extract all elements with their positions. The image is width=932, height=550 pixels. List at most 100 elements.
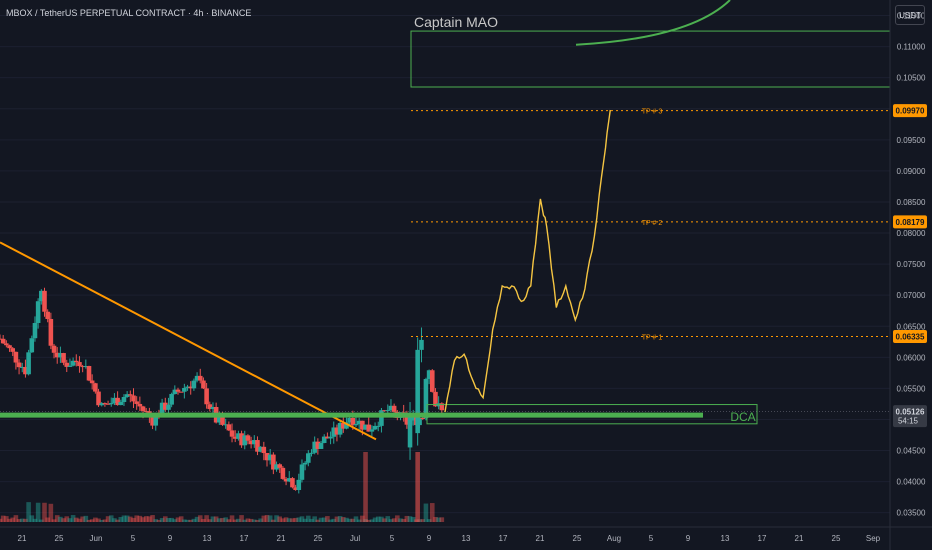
candlesticks	[0, 287, 445, 494]
candle-body	[10, 348, 16, 352]
x-tick-label: 5	[649, 534, 654, 543]
volume-bar	[415, 452, 420, 522]
y-tick-label: 0.09500	[897, 136, 926, 145]
candle-body	[415, 349, 420, 434]
volume-bar	[328, 519, 333, 522]
candle-body	[45, 311, 50, 319]
volume-bar	[248, 518, 254, 522]
volume-bar	[45, 517, 50, 522]
x-tick-label: 25	[55, 534, 64, 543]
volume-bar	[178, 516, 184, 522]
candle-body	[0, 338, 6, 344]
volume-bar	[344, 517, 349, 522]
candle-body	[318, 443, 324, 449]
x-tick-label: 13	[203, 534, 212, 543]
candle-body	[379, 410, 384, 426]
candle-body	[175, 389, 181, 392]
volume-bar	[67, 518, 73, 522]
candle-body	[429, 370, 435, 392]
candle-body	[89, 380, 95, 384]
x-tick-label: 5	[131, 534, 136, 543]
volume-bar	[13, 515, 19, 522]
volume-bar	[423, 503, 429, 522]
price-label-bg	[893, 405, 927, 428]
volume-bar	[201, 518, 206, 522]
volume-bar	[379, 516, 384, 522]
target-arc	[575, 0, 731, 46]
volume-bar	[223, 517, 228, 522]
candle-body	[128, 394, 133, 396]
candle-body	[267, 454, 273, 461]
volume-bar	[213, 516, 219, 522]
candle-body	[296, 479, 302, 491]
volume-bar	[366, 519, 372, 522]
volume-bar	[70, 515, 76, 522]
candle-body	[131, 395, 136, 402]
volume-bar	[274, 515, 279, 522]
volume-bar	[112, 518, 117, 522]
candle-body	[143, 410, 149, 412]
candle-body	[258, 446, 263, 452]
volume-bar	[312, 516, 317, 522]
candle-body	[312, 441, 317, 453]
volume-bar	[105, 516, 111, 522]
volume-bar	[96, 518, 101, 522]
x-tick-label: 17	[499, 534, 508, 543]
y-tick-label: 0.07000	[897, 291, 926, 300]
candle-body	[290, 478, 295, 488]
candle-body	[39, 290, 44, 302]
candle-body	[96, 391, 101, 406]
tp-label: TP # 1	[642, 335, 663, 342]
volume-bar	[191, 518, 197, 522]
candle-body	[191, 380, 197, 389]
y-tick-label: 0.03500	[897, 509, 926, 518]
volume-bar	[182, 519, 187, 522]
currency-button[interactable]: USDT	[895, 5, 925, 25]
candle-body	[169, 393, 174, 405]
candle-body	[239, 433, 244, 446]
candle-body	[344, 422, 349, 429]
candle-body	[388, 405, 394, 411]
volume-bar	[407, 516, 413, 522]
candle-body	[360, 420, 365, 430]
candle-body	[54, 352, 60, 358]
volume-bar	[420, 519, 426, 522]
volume-bar	[166, 518, 171, 522]
volume-bar	[188, 519, 194, 522]
candle-body	[13, 351, 19, 363]
candle-body	[26, 352, 31, 375]
volume-bar	[245, 518, 251, 522]
candle-body	[115, 397, 120, 406]
volume-bar	[32, 518, 38, 522]
candle-body	[70, 360, 76, 366]
volume-bar	[4, 516, 9, 522]
candle-body	[159, 402, 165, 417]
volume-bar	[398, 518, 403, 522]
volume-bar	[26, 502, 31, 522]
candle-body	[248, 440, 254, 445]
volume-bar	[436, 517, 441, 522]
candle-body	[419, 339, 424, 350]
candle-body	[42, 290, 47, 312]
volume-bar	[124, 515, 130, 522]
candle-body	[404, 416, 410, 425]
candle-body	[302, 462, 308, 465]
candle-body	[112, 397, 117, 404]
volume-bar	[232, 519, 238, 522]
x-tick-label: Jul	[350, 534, 360, 543]
volume-bar	[347, 518, 352, 522]
candle-body	[334, 427, 340, 435]
volume-bar	[353, 516, 359, 522]
candle-body	[99, 403, 105, 406]
candle-body	[80, 366, 85, 368]
candle-body	[315, 441, 321, 449]
y-tick-label: 0.06500	[897, 322, 926, 331]
volume-bar	[61, 518, 66, 522]
volume-bar	[73, 517, 79, 522]
volume-bar	[280, 518, 286, 522]
x-tick-label: 9	[168, 534, 173, 543]
candle-body	[182, 387, 187, 392]
candle-body	[369, 429, 375, 432]
volume-bar	[58, 516, 63, 522]
